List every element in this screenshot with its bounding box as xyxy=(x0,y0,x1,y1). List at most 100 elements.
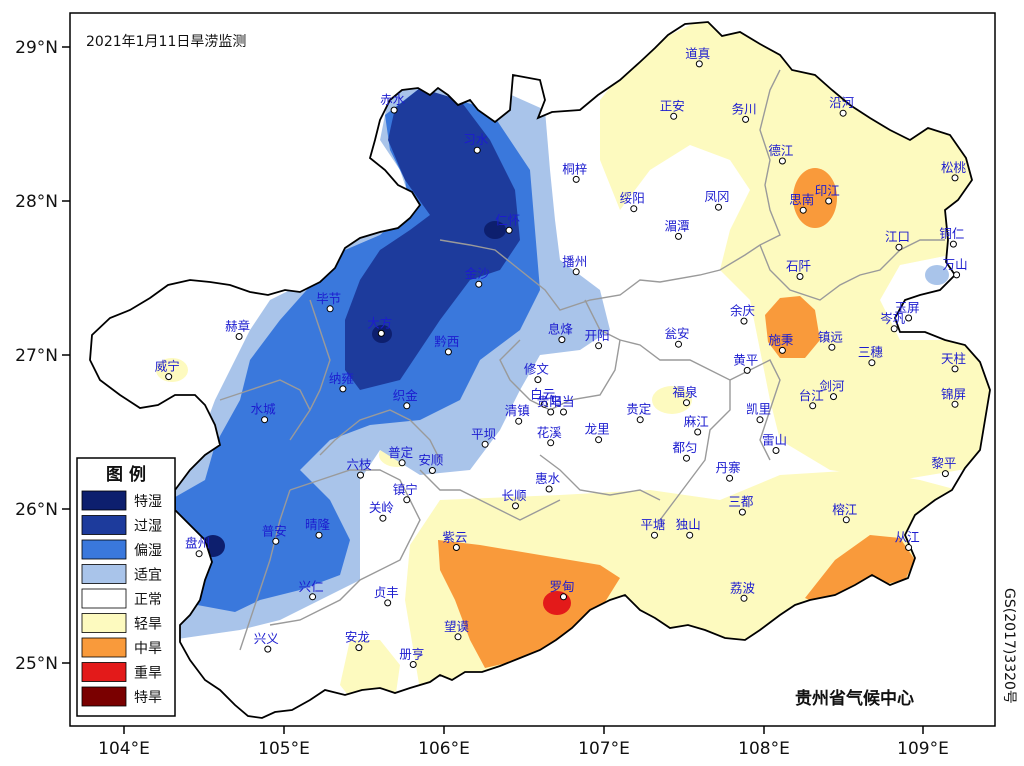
station-marker: 威宁 xyxy=(155,359,180,381)
station-label: 松桃 xyxy=(941,160,967,175)
station-marker: 务川 xyxy=(732,101,757,123)
station-dot xyxy=(890,325,898,333)
station-marker: 镇远 xyxy=(818,329,844,351)
station-label: 安龙 xyxy=(345,630,370,645)
station-marker: 万山 xyxy=(943,257,968,279)
station-dot xyxy=(384,599,392,607)
station-label: 安顺 xyxy=(418,453,443,468)
station-dot xyxy=(675,232,682,240)
station-marker: 荔波 xyxy=(730,580,756,602)
station-dot xyxy=(941,470,949,478)
station-dot xyxy=(339,385,347,393)
station-dot xyxy=(452,544,460,551)
station-label: 三都 xyxy=(728,494,754,509)
station-marker: 德江 xyxy=(768,143,793,165)
station-dot xyxy=(742,115,750,123)
station-label: 黄平 xyxy=(733,352,758,367)
station-marker: 黄平 xyxy=(733,352,758,374)
station-dot xyxy=(683,454,690,462)
station-marker: 湄潭 xyxy=(665,218,690,240)
station-label: 白云 xyxy=(530,386,555,401)
station-dot xyxy=(695,60,703,68)
legend-label: 正常 xyxy=(134,592,162,608)
station-marker: 清镇 xyxy=(505,403,530,425)
station-label: 开阳 xyxy=(585,328,610,343)
station-marker: 铜仁 xyxy=(939,226,964,248)
station-label: 桐梓 xyxy=(562,161,587,176)
station-label: 习水 xyxy=(463,132,489,147)
station-marker: 罗甸 xyxy=(550,579,575,601)
station-label: 望谟 xyxy=(444,619,470,634)
station-label: 纳雍 xyxy=(329,371,354,386)
station-marker: 天柱 xyxy=(941,351,966,373)
station-marker: 雷山 xyxy=(762,433,787,454)
station-label: 织金 xyxy=(393,388,419,403)
station-dot xyxy=(558,336,566,344)
station-marker: 金沙 xyxy=(465,266,491,288)
station-label: 正安 xyxy=(660,98,685,113)
station-label: 麻江 xyxy=(684,414,709,429)
station-dot xyxy=(309,593,317,601)
station-label: 凤冈 xyxy=(705,189,730,204)
lon-tick-labels: 104°E 105°E 106°E 107°E 108°E 109°E xyxy=(98,739,949,759)
station-label: 绥阳 xyxy=(620,191,645,206)
station-marker: 松桃 xyxy=(941,160,967,182)
station-marker: 毕节 xyxy=(316,291,341,313)
station-label: 凯里 xyxy=(746,402,771,417)
station-marker: 平坝 xyxy=(471,426,496,448)
station-dot xyxy=(726,474,734,482)
legend-swatch xyxy=(81,490,127,511)
station-dot xyxy=(403,402,411,410)
lat-tick-28: 28°N xyxy=(15,192,58,212)
station-dot xyxy=(951,365,959,373)
station-label: 修文 xyxy=(524,362,550,377)
station-marker: 六枝 xyxy=(347,457,373,479)
legend-label: 适宜 xyxy=(134,568,162,584)
station-label: 雷山 xyxy=(762,433,787,448)
station-label: 关岭 xyxy=(369,500,394,515)
legend-swatch xyxy=(81,515,127,535)
station-dot xyxy=(515,417,523,425)
station-label: 六枝 xyxy=(347,457,373,472)
station-label: 金沙 xyxy=(465,266,491,281)
station-marker: 余庆 xyxy=(730,303,756,325)
station-dot xyxy=(778,157,786,165)
station-dot xyxy=(740,594,748,602)
province-boundary xyxy=(89,21,991,719)
station-marker: 贞丰 xyxy=(374,585,399,607)
lon-tick-106: 106°E xyxy=(418,739,470,759)
station-dot xyxy=(905,544,913,551)
station-dot xyxy=(398,459,406,467)
station-marker: 印江 xyxy=(815,183,840,205)
station-dot xyxy=(809,402,817,410)
station-dot xyxy=(756,416,764,424)
station-dot xyxy=(326,305,334,313)
station-marker: 凯里 xyxy=(746,402,771,424)
station-dot xyxy=(547,439,555,447)
station-marker: 晴隆 xyxy=(305,517,331,539)
station-label: 水城 xyxy=(251,402,277,417)
station-dot xyxy=(951,400,959,408)
station-label: 江口 xyxy=(885,229,910,244)
station-dot xyxy=(895,243,903,251)
station-marker: 都匀 xyxy=(673,440,698,462)
station-marker: 道真 xyxy=(685,46,710,68)
station-label: 贵阳 xyxy=(537,394,562,409)
station-marker: 沿河 xyxy=(829,95,855,117)
lat-tick-labels: 29°N 28°N 27°N 26°N 25°N xyxy=(15,38,58,674)
station-dot xyxy=(264,645,272,653)
station-label: 施秉 xyxy=(768,332,794,347)
station-label: 台江 xyxy=(799,388,824,403)
lat-tick-27: 27°N xyxy=(15,346,58,366)
station-label: 镇远 xyxy=(818,329,844,344)
station-marker: 普定 xyxy=(388,445,413,467)
station-label: 余庆 xyxy=(730,303,756,318)
station-dot xyxy=(560,408,567,416)
station-dot xyxy=(379,514,387,522)
station-marker: 思南 xyxy=(789,192,814,214)
station-label: 都匀 xyxy=(673,440,698,455)
station-label: 罗甸 xyxy=(550,579,575,594)
station-marker: 正安 xyxy=(660,98,685,120)
station-marker: 紫云 xyxy=(442,530,467,551)
